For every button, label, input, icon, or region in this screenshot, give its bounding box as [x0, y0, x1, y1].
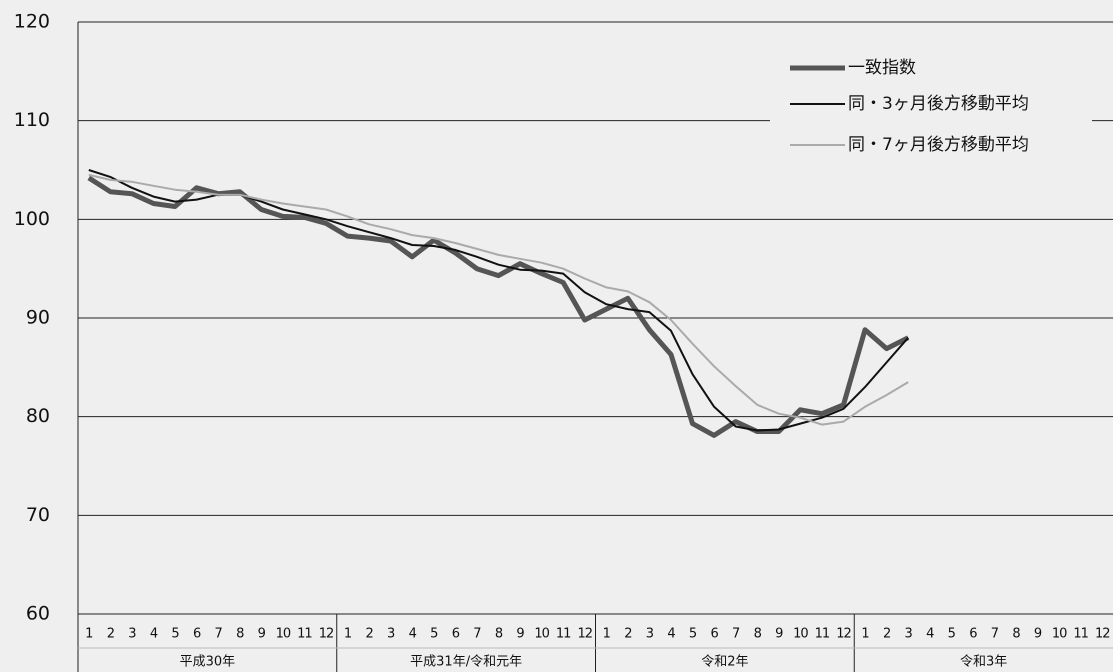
x-tick-label: 9	[775, 627, 783, 642]
x-tick-label: 12	[577, 627, 592, 642]
group-label: 令和3年	[960, 655, 1007, 670]
group-label: 平成31年/令和元年	[410, 655, 522, 670]
x-tick-label: 4	[409, 627, 417, 642]
series-line	[87, 175, 910, 438]
x-tick-label: 12	[319, 627, 334, 642]
x-tick-label: 1	[861, 627, 869, 642]
x-tick-label: 10	[1052, 627, 1067, 642]
y-tick-label: 60	[26, 603, 50, 625]
x-tick-label: 3	[128, 627, 136, 642]
y-tick-label: 120	[14, 11, 50, 33]
legend-label: 同・7ヶ月後方移動平均	[848, 135, 1029, 155]
x-tick-label: 12	[1095, 627, 1110, 642]
x-tick-label: 5	[171, 627, 179, 642]
x-tick-label: 1	[603, 627, 611, 642]
group-label: 令和2年	[701, 655, 748, 670]
x-tick-label: 8	[495, 627, 503, 642]
x-tick-label: 11	[1073, 627, 1088, 642]
x-tick-label: 11	[297, 627, 312, 642]
series-line	[88, 173, 909, 426]
y-tick-label: 100	[14, 208, 50, 230]
x-tick-label: 5	[430, 627, 438, 642]
x-tick-label: 10	[276, 627, 291, 642]
y-tick-label: 80	[26, 405, 50, 427]
x-tick-label: 2	[365, 627, 372, 642]
x-tick-label: 6	[969, 627, 977, 642]
legend-label: 同・3ヶ月後方移動平均	[848, 94, 1029, 114]
x-tick-label: 2	[883, 627, 890, 642]
x-tick-label: 11	[556, 627, 571, 642]
x-tick-label: 8	[1012, 627, 1020, 642]
x-tick-label: 3	[646, 627, 654, 642]
x-tick-label: 9	[516, 627, 524, 642]
x-tick-label: 7	[732, 627, 740, 642]
x-tick-label: 4	[667, 627, 675, 642]
x-tick-label: 6	[452, 627, 460, 642]
x-tick-label: 3	[905, 627, 913, 642]
x-tick-label: 8	[754, 627, 762, 642]
y-tick-label: 110	[14, 109, 50, 131]
x-tick-label: 7	[215, 627, 223, 642]
x-tick-label: 5	[948, 627, 956, 642]
group-label: 平成30年	[180, 655, 236, 670]
x-tick-label: 4	[150, 627, 158, 642]
x-tick-label: 6	[193, 627, 201, 642]
x-tick-label: 1	[344, 627, 352, 642]
x-tick-label: 6	[710, 627, 718, 642]
x-tick-label: 2	[624, 627, 631, 642]
x-tick-label: 11	[815, 627, 830, 642]
x-tick-label: 4	[926, 627, 934, 642]
x-tick-label: 8	[236, 627, 244, 642]
legend-label: 一致指数	[848, 58, 916, 78]
x-tick-label: 10	[534, 627, 549, 642]
x-tick-label: 2	[107, 627, 114, 642]
x-tick-label: 10	[793, 627, 808, 642]
x-tick-label: 9	[258, 627, 266, 642]
x-tick-label: 3	[387, 627, 395, 642]
x-tick-label: 12	[836, 627, 851, 642]
x-tick-label: 5	[689, 627, 697, 642]
y-tick-label: 90	[26, 307, 50, 329]
x-tick-label: 1	[85, 627, 93, 642]
y-tick-label: 70	[26, 504, 50, 526]
x-tick-label: 7	[473, 627, 481, 642]
x-tick-label: 9	[1034, 627, 1042, 642]
x-tick-label: 7	[991, 627, 999, 642]
